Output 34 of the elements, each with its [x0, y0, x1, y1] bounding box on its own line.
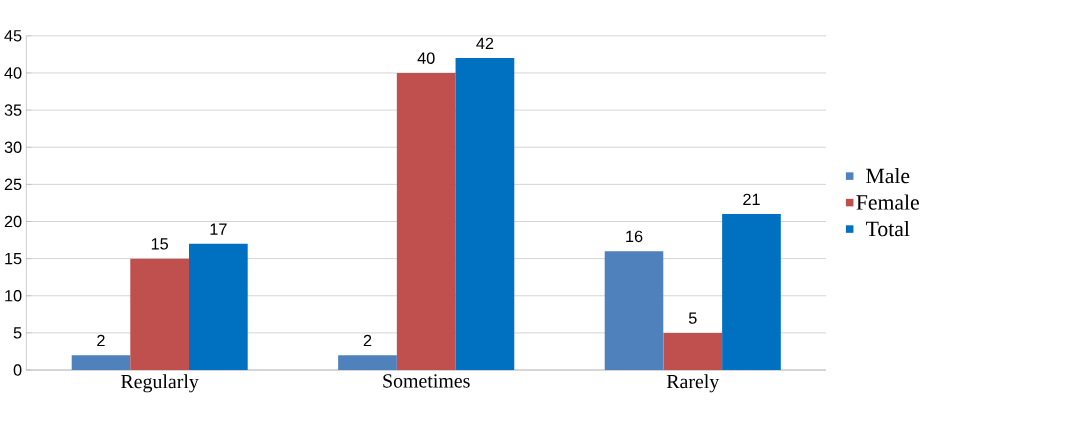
- legend-label: Total: [866, 221, 910, 237]
- legend-label: Male: [866, 168, 910, 184]
- bar: [338, 355, 397, 371]
- y-tick-label: 30: [4, 141, 22, 154]
- data-label: 16: [626, 230, 643, 243]
- bar: [396, 73, 456, 371]
- x-tick-label: Regularly: [121, 374, 199, 393]
- bar: [130, 258, 189, 371]
- y-tick-label: 20: [4, 215, 22, 228]
- y-tick-label: 40: [4, 67, 22, 79]
- bar: [71, 355, 131, 371]
- bar: [722, 214, 781, 371]
- y-tick-label: 0: [13, 364, 22, 376]
- data-label: 17: [210, 223, 227, 235]
- x-tick-label: Rarely: [666, 374, 720, 393]
- y-tick-label: 45: [4, 30, 22, 42]
- legend-label: Female: [856, 194, 919, 210]
- data-label: 2: [97, 334, 105, 347]
- bar: [188, 243, 248, 371]
- y-tick-label: 10: [5, 290, 22, 302]
- data-label: 15: [151, 238, 169, 250]
- y-tick-label: 35: [4, 104, 22, 116]
- x-tick-label: Sometimes: [383, 374, 470, 388]
- bar: [604, 251, 664, 371]
- data-label: 21: [743, 193, 760, 206]
- y-tick-label: 25: [4, 178, 22, 191]
- bar: [663, 333, 723, 371]
- bar: [455, 58, 515, 371]
- data-label: 42: [476, 37, 494, 50]
- data-label: 2: [363, 334, 372, 347]
- data-label: 5: [688, 312, 697, 324]
- y-tick-label: 5: [13, 327, 22, 339]
- data-label: 40: [417, 52, 435, 65]
- y-tick-label: 15: [5, 253, 22, 265]
